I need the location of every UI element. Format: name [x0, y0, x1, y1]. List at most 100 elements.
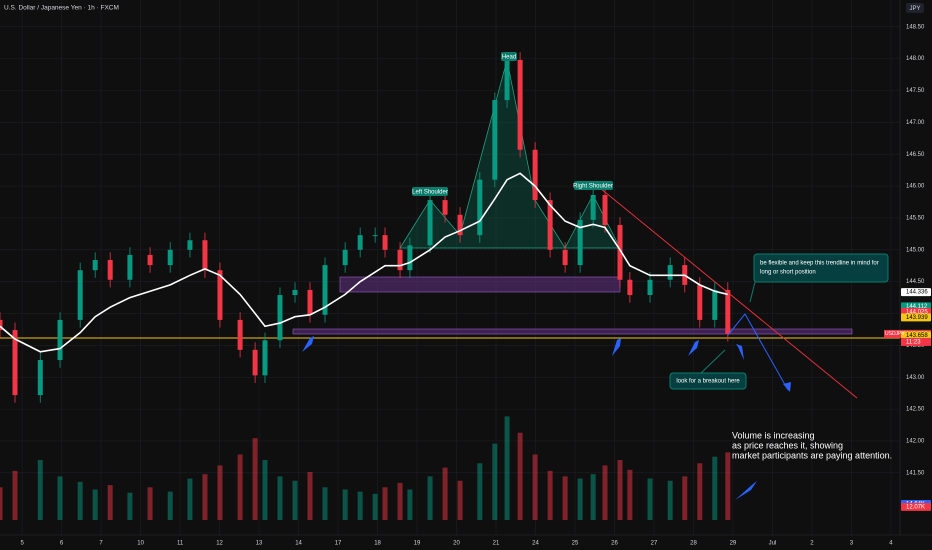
candle-body — [77, 270, 83, 320]
symbol-tag-label: USDJPY — [885, 331, 905, 337]
candle-body — [477, 179, 483, 236]
volume-bar — [407, 489, 413, 520]
candle-body — [627, 279, 633, 296]
y-tick-label: 143.50 — [906, 343, 925, 349]
candle-body — [107, 260, 113, 280]
candle-body — [547, 200, 553, 250]
candle-body — [37, 360, 43, 396]
candle-body — [562, 249, 568, 266]
candle-body — [407, 245, 413, 271]
candle-body — [57, 319, 63, 361]
candle-body — [187, 240, 193, 250]
x-tick-label: 3 — [850, 541, 854, 547]
candle-body — [92, 260, 98, 271]
volume-note: as price reaches it, showing — [732, 440, 843, 450]
supply-zone — [339, 276, 621, 293]
countdown-tag — [901, 337, 931, 346]
candle-body — [504, 59, 510, 101]
volume-bar — [602, 465, 608, 520]
volume-bar — [307, 472, 313, 520]
countdown-label: 11:23 — [906, 339, 921, 345]
volume-bar — [562, 476, 568, 520]
currency-box — [906, 3, 924, 13]
price-tag — [901, 288, 931, 297]
candle-body — [357, 235, 363, 250]
volume-bar — [92, 489, 98, 520]
volume-bar — [457, 480, 463, 520]
volume-bar — [504, 416, 510, 520]
volume-bar — [37, 460, 43, 520]
candle-body — [577, 219, 583, 266]
price-tag-label: 144.025 — [906, 310, 928, 316]
candle-body — [202, 240, 208, 271]
y-tick-label: 148.50 — [906, 24, 925, 30]
volume-bar — [617, 460, 623, 520]
volume-bar — [292, 480, 298, 520]
volume-bar — [577, 478, 583, 520]
arrow — [688, 340, 699, 356]
candle-body — [322, 265, 328, 315]
chart-title: U.S. Dollar / Japanese Yen · 1h · FXCM — [4, 5, 119, 12]
callout-box — [753, 253, 889, 283]
volume-bar — [237, 454, 243, 520]
volume-bar — [627, 469, 633, 520]
currency: JPY — [909, 6, 920, 12]
volume-bar — [397, 482, 403, 520]
candle-body — [252, 349, 258, 376]
y-tick-label: 145.00 — [906, 247, 925, 253]
label-box — [412, 187, 448, 196]
volume-bar — [12, 470, 18, 520]
arrow — [612, 338, 621, 356]
arrow — [736, 344, 744, 360]
x-tick-label: 27 — [651, 541, 658, 547]
head-label: Head — [502, 55, 516, 61]
candle-body — [292, 289, 298, 296]
x-tick-label: 10 — [137, 541, 144, 547]
x-tick-label: Jul — [769, 541, 777, 547]
plot — [0, 52, 731, 520]
volume-note: market participants are paying attention… — [732, 450, 892, 460]
candle-body — [12, 330, 18, 396]
volume-bar — [357, 491, 363, 520]
y-tick-label: 147.00 — [906, 120, 925, 126]
volume-bar — [647, 478, 653, 520]
volume-bar — [492, 443, 498, 520]
x-tick-label: 19 — [414, 541, 421, 547]
volume-bar — [147, 487, 153, 520]
y-tick-label: 142.00 — [906, 439, 925, 445]
volume-bar — [382, 487, 388, 520]
x-tick-label: 13 — [256, 541, 263, 547]
volume-bar — [477, 463, 483, 520]
x-tick-label: 12 — [216, 541, 223, 547]
x-tick-label: 25 — [572, 541, 579, 547]
projection-arrowhead — [783, 382, 791, 392]
price-tag — [901, 313, 931, 322]
label-box — [501, 52, 517, 61]
volume-bar — [187, 478, 193, 520]
candle-body — [307, 289, 313, 315]
candle-body — [237, 319, 243, 350]
x-tick-label: 29 — [730, 541, 737, 547]
candle-body — [532, 149, 538, 201]
price-tag-label: 144.112 — [906, 304, 928, 310]
candle-body — [0, 319, 3, 331]
candle-body — [277, 295, 283, 341]
volume-bar — [712, 456, 718, 520]
y-tick-label: 147.50 — [906, 88, 925, 94]
volume-bar — [442, 467, 448, 520]
callout-pointer — [699, 349, 726, 375]
axes: 141.50142.00142.50143.00143.50144.00144.… — [20, 24, 931, 547]
y-tick-label: 148.00 — [906, 56, 925, 62]
x-tick-label: 6 — [60, 541, 64, 547]
x-tick-label: 2 — [810, 541, 814, 547]
volume-bar — [322, 487, 328, 520]
volume-bar — [517, 432, 523, 520]
candle-body — [342, 249, 348, 266]
volume-bar — [725, 452, 731, 520]
volume-bar — [667, 480, 673, 520]
y-tick-label: 146.50 — [906, 152, 925, 158]
price-tag-label: 143.939 — [906, 315, 928, 321]
candle-body — [372, 235, 378, 237]
y-tick-label: 145.50 — [906, 216, 925, 222]
x-tick-label: 5 — [20, 541, 24, 547]
